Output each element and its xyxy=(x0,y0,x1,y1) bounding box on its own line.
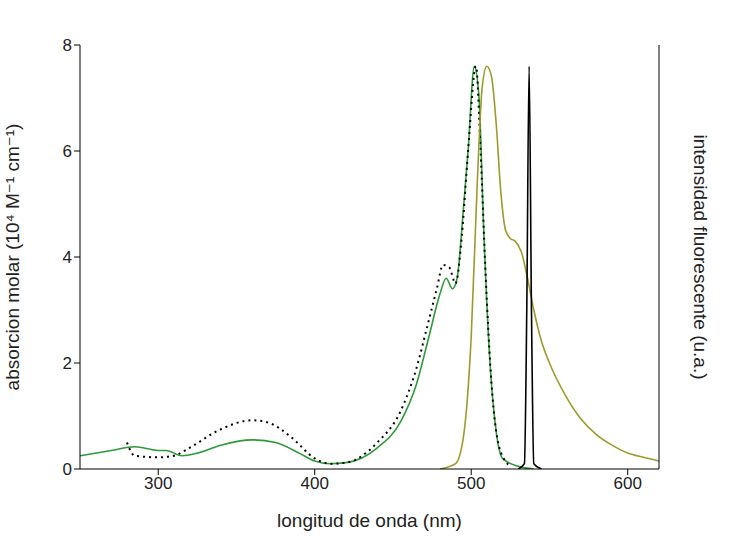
svg-text:0: 0 xyxy=(63,460,72,479)
svg-text:6: 6 xyxy=(63,142,72,161)
svg-text:absorcion molar (10⁴ M⁻¹ cm⁻¹): absorcion molar (10⁴ M⁻¹ cm⁻¹) xyxy=(2,124,23,391)
svg-text:600: 600 xyxy=(614,474,642,493)
svg-text:400: 400 xyxy=(301,474,329,493)
svg-text:longitud de onda (nm): longitud de onda (nm) xyxy=(277,510,462,531)
svg-text:8: 8 xyxy=(63,36,72,55)
svg-text:4: 4 xyxy=(63,248,72,267)
svg-text:intensidad fluorescente (u.a.): intensidad fluorescente (u.a.) xyxy=(690,134,711,379)
svg-text:500: 500 xyxy=(457,474,485,493)
svg-text:300: 300 xyxy=(144,474,172,493)
svg-text:2: 2 xyxy=(63,354,72,373)
